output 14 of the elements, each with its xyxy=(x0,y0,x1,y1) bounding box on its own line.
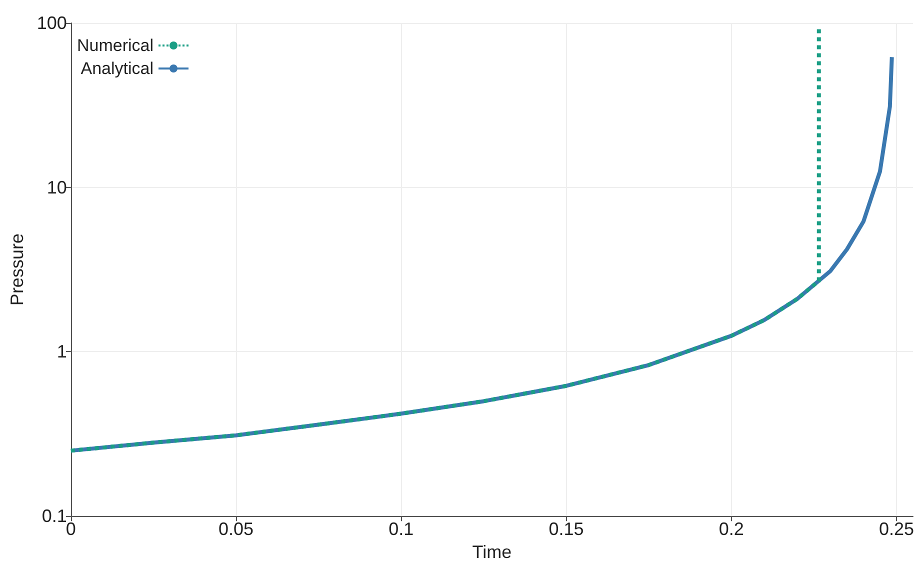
y-tick-label: 100 xyxy=(36,13,67,33)
x-tick-label: 0.15 xyxy=(548,519,584,540)
legend-label: Analytical xyxy=(80,59,154,78)
y-tick-label: 10 xyxy=(46,177,67,198)
x-tick-label: 0.25 xyxy=(878,519,914,540)
y-tick-label: 0.1 xyxy=(42,506,67,526)
x-tick-label: 0.05 xyxy=(218,519,254,540)
x-tick-label: 0 xyxy=(66,519,76,540)
x-tick-label: 0.2 xyxy=(718,519,744,540)
y-tick-label: 1 xyxy=(56,342,67,362)
y-axis-title: Pressure xyxy=(7,234,27,306)
x-tick-label: 0.1 xyxy=(388,519,414,540)
legend-label: Numerical xyxy=(76,36,154,55)
x-axis-title: Time xyxy=(472,542,512,562)
